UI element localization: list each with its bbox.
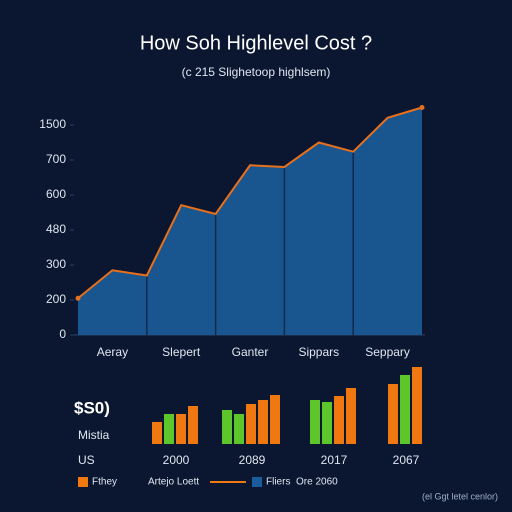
line: [77, 106, 423, 300]
bar: [258, 400, 268, 444]
side-label: $S0): [74, 398, 110, 417]
legend-label: Fliers: [266, 477, 290, 488]
bar: [322, 402, 332, 444]
y-tick-label: 1500: [39, 117, 66, 131]
bar: [400, 375, 410, 444]
bar: [388, 384, 398, 444]
bar: [164, 414, 174, 444]
legend-swatch: [252, 477, 262, 487]
bar: [152, 422, 162, 444]
group-label: 2017: [321, 453, 348, 467]
chart-subtitle: (c 215 Slighetoop highlsem): [182, 65, 331, 79]
chart-title: How Soh Highlevel Cost ?: [140, 32, 372, 54]
y-tick-label: 0: [59, 327, 66, 341]
x-tick-label: Aeray: [97, 345, 128, 359]
x-tick-label: Ganter: [232, 345, 269, 359]
line-end: [75, 295, 81, 301]
area: [78, 107, 422, 335]
y-tick-label: 700: [46, 152, 66, 166]
legend-label: Artejo Loett: [148, 477, 199, 488]
x-tick-label: Seppary: [365, 345, 410, 359]
legend-swatch: [78, 477, 88, 487]
bar: [310, 400, 320, 444]
bar: [334, 396, 344, 444]
group-label: 2000: [163, 453, 190, 467]
legend-label: Ore 2060: [296, 477, 338, 488]
y-tick-label: 200: [46, 292, 66, 306]
y-tick-label: 480: [46, 222, 66, 236]
bar: [246, 404, 256, 444]
bar: [176, 414, 186, 444]
group-label: 2089: [239, 453, 266, 467]
bar: [234, 414, 244, 444]
side-label: US: [78, 453, 95, 467]
bar: [188, 406, 198, 444]
footnote: (el Ggt letel cenlor): [422, 491, 498, 501]
bar: [412, 367, 422, 444]
y-tick-label: 300: [46, 257, 66, 271]
x-tick-label: Sippars: [298, 345, 339, 359]
side-label: Mistia: [78, 428, 110, 442]
bar: [270, 395, 280, 444]
bar: [346, 388, 356, 444]
legend-label: Fthey: [92, 477, 117, 488]
line-end: [419, 105, 425, 110]
group-label: 2067: [393, 453, 420, 467]
x-tick-label: Slepert: [162, 345, 201, 359]
bar: [222, 410, 232, 444]
y-tick-label: 600: [46, 187, 66, 201]
